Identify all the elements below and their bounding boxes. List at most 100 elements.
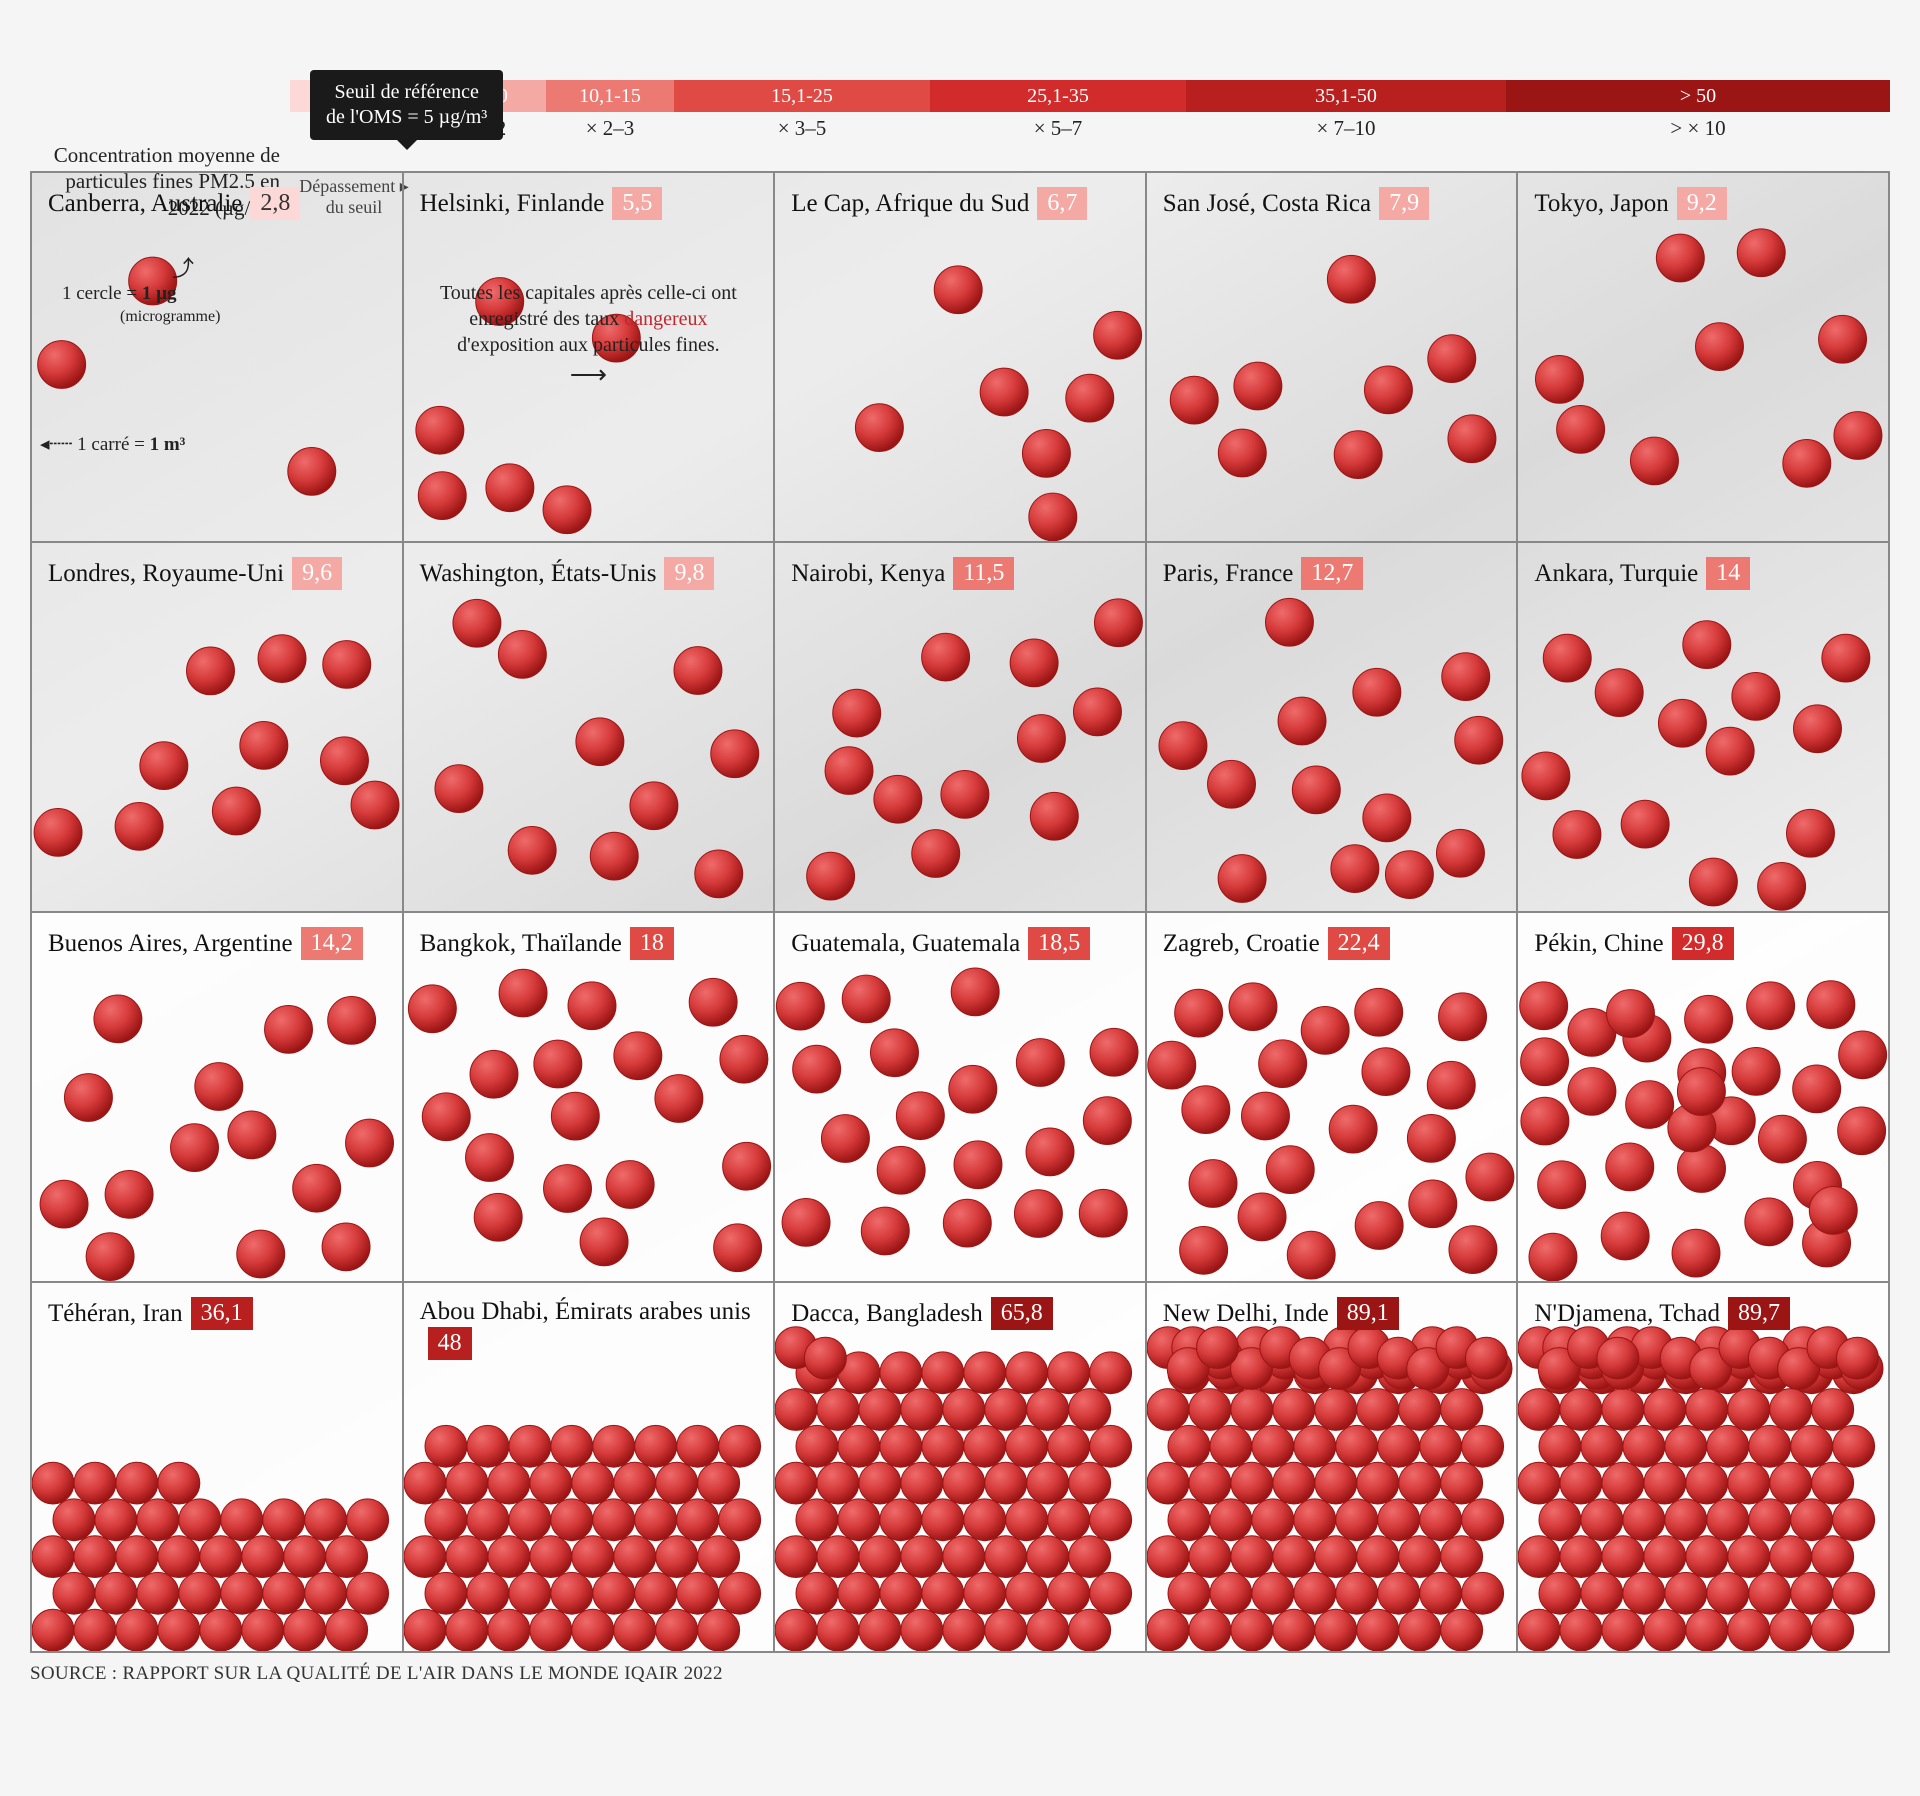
particle-dots: [775, 913, 1145, 1281]
value-badge: 11,5: [953, 557, 1014, 590]
city-header: San José, Costa Rica 7,9: [1163, 187, 1501, 220]
city-cell: Abou Dhabi, Émirats arabes unis48: [403, 1282, 775, 1652]
city-cell: Téhéran, Iran 36,1: [31, 1282, 403, 1652]
value-badge: 18: [630, 927, 674, 960]
city-name: Canberra, Australie: [48, 190, 242, 217]
value-badge: 6,7: [1037, 187, 1087, 220]
value-badge: 29,8: [1672, 927, 1734, 960]
scale-segment: 15,1-25: [674, 80, 930, 112]
source-text: SOURCE : RAPPORT SUR LA QUALITÉ DE L'AIR…: [30, 1663, 1890, 1685]
value-badge: 18,5: [1028, 927, 1090, 960]
threshold-line2: de l'OMS = 5 µg/m³: [326, 106, 487, 128]
city-grid: Canberra, Australie2,81 cercle = 1 µg(mi…: [30, 171, 1890, 1653]
threshold-callout: Seuil de référence de l'OMS = 5 µg/m³: [310, 70, 503, 140]
particle-dots: [1518, 913, 1888, 1281]
multiplier-segment: × 3–5: [674, 116, 930, 141]
city-header: Tokyo, Japon9,2: [1534, 187, 1872, 220]
city-cell: Buenos Aires, Argentine 14,2: [31, 912, 403, 1282]
particle-dots: [32, 1283, 402, 1651]
scale-segment: > 50: [1506, 80, 1890, 112]
city-cell: Bangkok, Thaïlande 18: [403, 912, 775, 1282]
danger-note: Toutes les capitales après celle-ci ont …: [420, 280, 758, 392]
scale-segment: 25,1-35: [930, 80, 1186, 112]
city-name: Paris, France: [1163, 560, 1294, 587]
particle-dots: [404, 913, 774, 1281]
city-cell: Zagreb, Croatie22,4: [1146, 912, 1518, 1282]
city-cell: Washington, États-Unis 9,8: [403, 542, 775, 912]
city-name: Le Cap, Afrique du Sud: [791, 190, 1029, 217]
city-name: Pékin, Chine: [1534, 930, 1663, 957]
value-badge: 14,2: [301, 927, 363, 960]
threshold-line1: Seuil de référence: [334, 81, 478, 103]
value-badge: 5,5: [612, 187, 662, 220]
scale-row: 0-55,1-1010,1-1515,1-2525,1-3535,1-50> 5…: [290, 80, 1890, 112]
city-header: Abou Dhabi, Émirats arabes unis48: [420, 1297, 758, 1360]
multiplier-segment: > × 10: [1506, 116, 1890, 141]
particle-dots: [1147, 173, 1517, 541]
legend: Seuil de référence de l'OMS = 5 µg/m³ Co…: [30, 80, 1890, 141]
value-badge: 89,1: [1337, 1297, 1399, 1330]
city-header: Le Cap, Afrique du Sud 6,7: [791, 187, 1129, 220]
city-cell: Le Cap, Afrique du Sud 6,7: [774, 172, 1146, 542]
city-header: Londres, Royaume-Uni9,6: [48, 557, 386, 590]
city-header: Nairobi, Kenya 11,5: [791, 557, 1129, 590]
particle-dots: [775, 1283, 1145, 1651]
city-name: Buenos Aires, Argentine: [48, 930, 293, 957]
city-cell: Londres, Royaume-Uni9,6: [31, 542, 403, 912]
value-badge: 36,1: [191, 1297, 253, 1330]
city-cell: Pékin, Chine 29,8: [1517, 912, 1889, 1282]
particle-dots: [32, 543, 402, 911]
city-cell: Ankara, Turquie 14: [1517, 542, 1889, 912]
particle-dots: [1518, 173, 1888, 541]
particle-dots: [775, 173, 1145, 541]
particle-dots: [404, 543, 774, 911]
particle-dots: [1147, 913, 1517, 1281]
city-cell: San José, Costa Rica 7,9: [1146, 172, 1518, 542]
city-cell: Guatemala, Guatemala 18,5: [774, 912, 1146, 1282]
particle-dots: [32, 913, 402, 1281]
city-header: New Delhi, Inde 89,1: [1163, 1297, 1501, 1330]
city-name: New Delhi, Inde: [1163, 1300, 1329, 1327]
city-name: Guatemala, Guatemala: [791, 930, 1020, 957]
multiplier-segment: × 2–3: [546, 116, 674, 141]
city-header: Paris, France 12,7: [1163, 557, 1501, 590]
multiplier-segment: × 5–7: [930, 116, 1186, 141]
city-name: Nairobi, Kenya: [791, 560, 945, 587]
city-header: Téhéran, Iran 36,1: [48, 1297, 386, 1330]
value-badge: 12,7: [1301, 557, 1363, 590]
city-name: Londres, Royaume-Uni: [48, 560, 284, 587]
city-header: Bangkok, Thaïlande 18: [420, 927, 758, 960]
annotation-square: ◂┄┄ 1 carré = 1 m³: [40, 433, 185, 456]
city-cell: Tokyo, Japon9,2: [1517, 172, 1889, 542]
city-cell: Dacca, Bangladesh 65,8: [774, 1282, 1146, 1652]
city-name: Bangkok, Thaïlande: [420, 930, 622, 957]
city-name: N'Djamena, Tchad: [1534, 1300, 1720, 1327]
city-header: Guatemala, Guatemala 18,5: [791, 927, 1129, 960]
city-header: Canberra, Australie 2,8: [48, 187, 386, 220]
city-name: Dacca, Bangladesh: [791, 1300, 983, 1327]
value-badge: 48: [428, 1327, 472, 1360]
city-cell: Paris, France 12,7: [1146, 542, 1518, 912]
value-badge: 2,8: [250, 187, 300, 220]
city-header: N'Djamena, Tchad 89,7: [1534, 1297, 1872, 1330]
scale-segment: 10,1-15: [546, 80, 674, 112]
city-cell: N'Djamena, Tchad 89,7: [1517, 1282, 1889, 1652]
scale-segment: 35,1-50: [1186, 80, 1506, 112]
value-badge: 9,8: [664, 557, 714, 590]
multiplier-segment: × 7–10: [1186, 116, 1506, 141]
city-name: San José, Costa Rica: [1163, 190, 1371, 217]
city-cell: Helsinki, Finlande5,5 Toutes les capitale…: [403, 172, 775, 542]
city-header: Helsinki, Finlande5,5: [420, 187, 758, 220]
value-badge: 14: [1706, 557, 1750, 590]
value-badge: 65,8: [991, 1297, 1053, 1330]
particle-dots: [1518, 543, 1888, 911]
value-badge: 7,9: [1379, 187, 1429, 220]
city-name: Téhéran, Iran: [48, 1300, 183, 1327]
city-header: Buenos Aires, Argentine 14,2: [48, 927, 386, 960]
city-name: Ankara, Turquie: [1534, 560, 1698, 587]
city-header: Dacca, Bangladesh 65,8: [791, 1297, 1129, 1330]
particle-dots: [1147, 1283, 1517, 1651]
city-header: Zagreb, Croatie22,4: [1163, 927, 1501, 960]
value-badge: 89,7: [1728, 1297, 1790, 1330]
city-name: Washington, États-Unis: [420, 560, 657, 587]
